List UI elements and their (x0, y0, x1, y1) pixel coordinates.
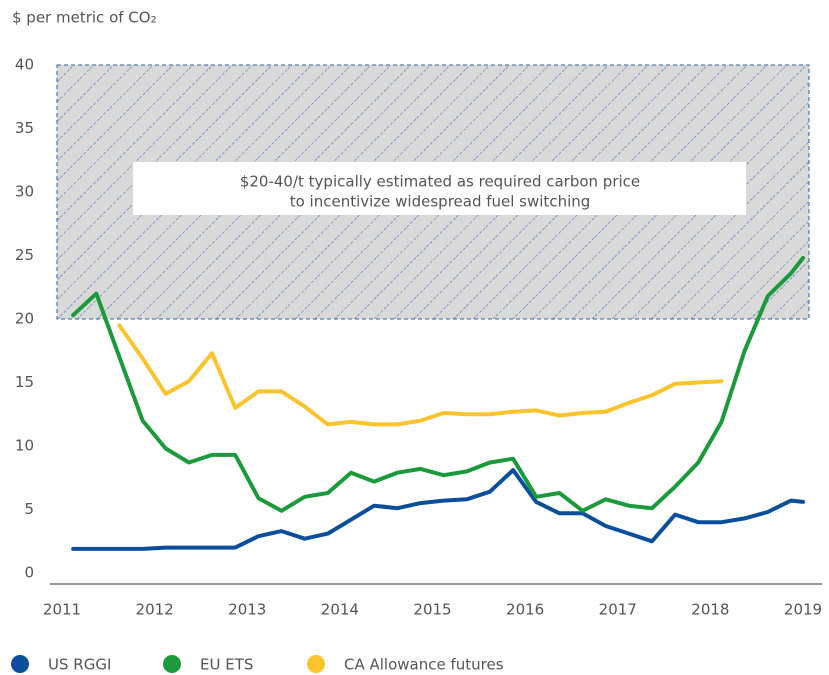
y-tick-label: 5 (24, 500, 34, 518)
x-tick-label: 2018 (691, 601, 729, 619)
x-tick-label: 2012 (136, 601, 174, 619)
y-tick-label: 35 (15, 119, 34, 137)
x-tick-label: 2011 (43, 601, 81, 619)
x-tick-label: 2017 (599, 601, 637, 619)
y-tick-label: 30 (15, 183, 34, 201)
legend-label: CA Allowance futures (344, 656, 504, 674)
y-tick-label: 10 (15, 437, 34, 455)
x-tick-label: 2013 (228, 601, 266, 619)
x-tick-label: 2019 (784, 601, 822, 619)
x-tick-label: 2014 (321, 601, 359, 619)
legend-label: US RGGI (48, 656, 111, 674)
series-line (71, 468, 805, 551)
annotation-text: to incentivize widespread fuel switching (290, 193, 591, 211)
axis-subtitle: $ per metric of CO₂ (12, 9, 157, 27)
y-tick-label: 25 (15, 246, 34, 264)
x-tick-label: 2015 (413, 601, 451, 619)
legend-swatch (307, 655, 325, 673)
legend-label: EU ETS (200, 656, 253, 674)
y-tick-label: 40 (15, 56, 34, 74)
x-tick-label: 2016 (506, 601, 544, 619)
series-line (117, 323, 724, 427)
legend-swatch (163, 655, 181, 673)
legend-swatch (11, 655, 29, 673)
annotation-text: $20-40/t typically estimated as required… (240, 173, 640, 191)
y-tick-label: 15 (15, 373, 34, 391)
y-tick-label: 20 (15, 310, 34, 328)
y-tick-label: 0 (24, 564, 34, 582)
series-line (71, 256, 805, 513)
annotation-box (133, 162, 746, 215)
